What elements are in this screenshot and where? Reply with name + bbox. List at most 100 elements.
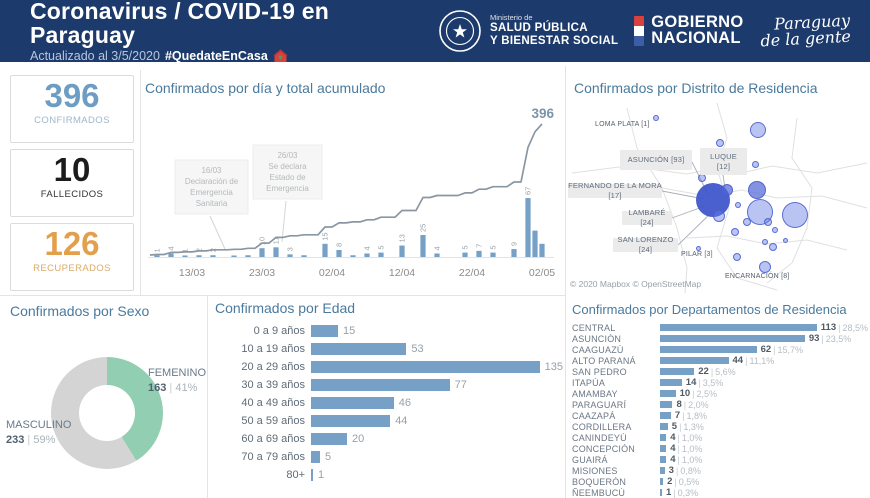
edad-bar[interactable]: [311, 433, 347, 445]
daily-bar[interactable]: [434, 253, 440, 257]
departamento-bar[interactable]: [660, 335, 805, 342]
x-tick-label: 22/04: [459, 267, 485, 279]
district-bubble[interactable]: [782, 202, 808, 228]
district-bubble[interactable]: [750, 122, 766, 138]
departamento-bar[interactable]: [660, 401, 673, 408]
departamento-bar[interactable]: [660, 324, 817, 331]
district-bubble[interactable]: [721, 184, 733, 196]
edad-row: 0 a 9 años 15: [213, 322, 563, 340]
divider: [140, 70, 141, 295]
departamento-bar[interactable]: [660, 467, 665, 474]
daily-bar[interactable]: [287, 254, 293, 257]
district-bubble[interactable]: [733, 253, 741, 261]
annotation-text: Estado de: [269, 173, 306, 182]
departamento-value: 22: [698, 366, 709, 377]
daily-bar[interactable]: [154, 255, 160, 258]
edad-bar[interactable]: [311, 397, 394, 409]
departamento-bar[interactable]: [660, 423, 668, 430]
district-bubble[interactable]: [759, 261, 771, 273]
recuperados-value: 126: [44, 225, 100, 262]
stat-recuperados[interactable]: 126 RECUPERADOS: [10, 223, 134, 291]
x-tick-label: 12/04: [389, 267, 415, 279]
daily-bar[interactable]: [245, 255, 251, 257]
daily-bar[interactable]: [259, 248, 265, 257]
departamento-value: 4: [670, 432, 676, 443]
departamento-bar[interactable]: [660, 390, 676, 397]
daily-bar[interactable]: [511, 249, 517, 257]
edad-bar[interactable]: [311, 325, 338, 337]
district-bubble[interactable]: [716, 139, 724, 147]
departamento-percent: 0,3%: [677, 487, 699, 498]
daily-bar[interactable]: [301, 255, 307, 257]
edad-category-label: 30 a 39 años: [241, 379, 305, 391]
daily-bar[interactable]: [462, 252, 468, 257]
masculino-label: MASCULINO 233 | 59%: [6, 419, 72, 446]
header-left: Coronavirus / COVID-19 en Paraguay Actua…: [0, 0, 430, 63]
daily-bar[interactable]: [364, 253, 370, 257]
daily-bar[interactable]: [231, 255, 237, 258]
departamento-bar[interactable]: [660, 489, 662, 496]
daily-bar[interactable]: [532, 230, 538, 257]
district-bubble[interactable]: [713, 210, 725, 222]
edad-category-label: 20 a 29 años: [241, 361, 305, 373]
district-bubble[interactable]: [735, 202, 741, 208]
edad-bar[interactable]: [311, 415, 391, 427]
district-bubble[interactable]: [653, 115, 659, 121]
daily-bar[interactable]: [350, 255, 356, 257]
departamento-bar[interactable]: [660, 379, 682, 386]
district-label: ENCARNACIÓN [8]: [725, 273, 790, 280]
departamento-bar[interactable]: [660, 412, 671, 419]
district-bubble[interactable]: [772, 227, 778, 233]
district-bubble[interactable]: [731, 228, 739, 236]
daily-bar[interactable]: [378, 252, 384, 257]
divider: [207, 296, 208, 498]
departamento-bar[interactable]: [660, 478, 664, 485]
departamento-bar[interactable]: [660, 346, 757, 353]
district-bubble[interactable]: [751, 160, 759, 168]
timeline-chart[interactable]: 16/03 Declaración de Emergencia Sanitaria 26…: [140, 92, 565, 288]
edad-category-label: 60 a 69 años: [241, 433, 305, 445]
departamento-bar[interactable]: [660, 368, 695, 375]
daily-bar[interactable]: [539, 243, 545, 257]
edad-bar[interactable]: [311, 379, 450, 391]
edad-value: 46: [398, 397, 412, 409]
edad-bar[interactable]: [311, 343, 407, 355]
daily-bar[interactable]: [420, 235, 426, 257]
ministry-seal-icon: [439, 10, 481, 52]
district-bubble[interactable]: [782, 237, 788, 243]
daily-bar[interactable]: [196, 255, 202, 257]
district-bubble[interactable]: [764, 218, 772, 226]
daily-bar[interactable]: [525, 198, 531, 257]
divider: [0, 295, 565, 296]
departamento-bar[interactable]: [660, 434, 667, 441]
daily-bar[interactable]: [322, 243, 328, 257]
district-bubble[interactable]: [695, 245, 701, 251]
edad-bar[interactable]: [311, 469, 313, 481]
district-bubble[interactable]: [748, 181, 766, 199]
daily-bar[interactable]: [182, 255, 188, 258]
daily-bar[interactable]: [273, 247, 279, 257]
edad-bar[interactable]: [311, 451, 320, 463]
district-bubble[interactable]: [743, 218, 751, 226]
departamento-bar[interactable]: [660, 357, 729, 364]
edad-chart: 0 a 9 años 15 10 a 19 años 53 20 a 29 años 13…: [213, 322, 563, 484]
daily-bar[interactable]: [490, 252, 496, 257]
district-bubble[interactable]: [769, 243, 777, 251]
daily-bar[interactable]: [476, 250, 482, 257]
district-bubble[interactable]: [698, 174, 706, 182]
departamento-bar[interactable]: [660, 445, 667, 452]
district-map[interactable]: LOMA PLATA [1] ASUNCIÓN [93] LUQUE [12] FERN…: [567, 78, 870, 295]
edad-category-label: 80+: [286, 469, 305, 481]
stat-fallecidos[interactable]: 10 FALLECIDOS: [10, 149, 134, 217]
daily-bar[interactable]: [336, 249, 342, 257]
district-bubble[interactable]: [762, 239, 768, 245]
cumulative-line[interactable]: [149, 123, 543, 256]
daily-bar[interactable]: [210, 255, 216, 257]
departamento-bar[interactable]: [660, 456, 667, 463]
value-separator: |: [674, 476, 677, 487]
map-attribution[interactable]: © 2020 Mapbox © OpenStreetMap: [570, 279, 702, 289]
daily-bar[interactable]: [168, 253, 174, 257]
edad-bar[interactable]: [311, 361, 540, 373]
stat-confirmados[interactable]: 396 CONFIRMADOS: [10, 75, 134, 143]
daily-bar[interactable]: [399, 245, 405, 257]
